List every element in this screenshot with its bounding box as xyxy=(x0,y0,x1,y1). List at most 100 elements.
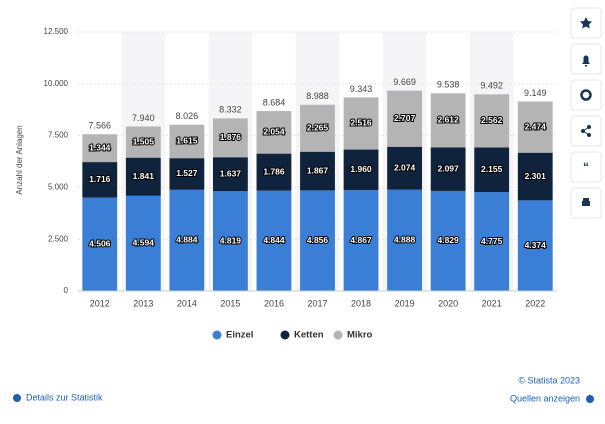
data-label: 2.097 xyxy=(437,163,459,173)
details-link[interactable]: Details zur Statistik xyxy=(26,392,103,402)
x-tick-label: 2020 xyxy=(438,298,458,308)
bar-segment xyxy=(300,151,335,191)
copyright[interactable]: © Statista 2023 xyxy=(518,375,580,385)
data-label: 4.884 xyxy=(176,235,198,245)
data-label: 4.844 xyxy=(263,235,285,245)
data-label: 1.505 xyxy=(133,136,155,146)
data-label: 2.516 xyxy=(350,118,372,128)
sidebar: “ xyxy=(570,7,602,219)
bar-segment xyxy=(169,158,205,190)
bar-segment xyxy=(169,189,205,291)
bar-segment xyxy=(82,162,118,198)
bar-segment xyxy=(474,94,510,148)
settings-button[interactable] xyxy=(570,79,602,111)
y-tick-label: 12.500 xyxy=(44,27,69,36)
x-tick-label: 2013 xyxy=(133,298,153,308)
bar-segment xyxy=(343,97,379,150)
total-label: 7.566 xyxy=(89,121,112,131)
bar-segment xyxy=(256,190,292,291)
data-label: 1.615 xyxy=(176,136,198,146)
bar-segment xyxy=(212,191,248,291)
x-tick-label: 2016 xyxy=(264,298,284,308)
bar-segment xyxy=(517,101,553,153)
data-label: 4.775 xyxy=(481,236,503,246)
bar-segment xyxy=(125,126,161,158)
bar-segment xyxy=(82,134,118,163)
data-label: 1.637 xyxy=(220,168,242,178)
bar-segment xyxy=(256,153,292,191)
data-label: 4.867 xyxy=(350,235,372,245)
x-tick-label: 2018 xyxy=(351,298,371,308)
data-label: 4.594 xyxy=(133,238,155,248)
bar-segment xyxy=(300,190,335,291)
sources-icon xyxy=(586,395,594,403)
data-label: 1.344 xyxy=(89,142,111,152)
bar-segment xyxy=(300,104,335,152)
star-icon xyxy=(580,17,592,29)
x-tick-label: 2014 xyxy=(177,298,197,308)
share-icon xyxy=(581,125,591,137)
data-label: 1.786 xyxy=(263,166,285,176)
share-button[interactable] xyxy=(570,115,602,147)
bar-segment xyxy=(387,90,423,147)
data-label: 2.612 xyxy=(437,115,459,125)
bar-segment xyxy=(212,157,248,192)
data-label: 2.155 xyxy=(481,164,503,174)
print-icon xyxy=(582,198,590,206)
total-label: 9.538 xyxy=(437,80,460,90)
bar-segment xyxy=(125,157,161,196)
bar-segment xyxy=(474,147,510,193)
total-label: 8.332 xyxy=(219,105,242,115)
total-label: 9.149 xyxy=(524,88,547,98)
gear-icon xyxy=(580,89,592,101)
data-label: 4.829 xyxy=(437,235,459,245)
data-label: 4.374 xyxy=(525,240,547,250)
bar-segment xyxy=(430,147,466,191)
cite-icon: “ xyxy=(583,160,589,174)
bar-segment xyxy=(256,111,292,154)
bar-segment xyxy=(212,118,248,158)
data-label: 1.867 xyxy=(307,165,329,175)
bar-segment xyxy=(474,192,510,291)
y-tick-label: 10.000 xyxy=(44,79,69,88)
legend-label: Ketten xyxy=(294,330,324,341)
bar-segment xyxy=(82,197,118,291)
data-label: 2.265 xyxy=(307,122,329,132)
info-icon xyxy=(13,394,21,402)
bar-segment xyxy=(387,189,423,291)
y-tick-label: 0 xyxy=(64,286,69,295)
data-label: 1.876 xyxy=(220,132,242,142)
bar-segment xyxy=(430,190,466,291)
x-tick-label: 2015 xyxy=(220,298,240,308)
bar-segment xyxy=(169,124,205,159)
total-label: 7.940 xyxy=(132,113,155,123)
data-label: 4.888 xyxy=(394,235,416,245)
y-tick-label: 7.500 xyxy=(48,131,69,140)
data-label: 2.562 xyxy=(481,115,503,125)
sources-link[interactable]: Quellen anzeigen xyxy=(510,393,580,403)
total-label: 8.026 xyxy=(176,111,199,121)
total-label: 8.988 xyxy=(306,91,329,101)
x-tick-label: 2021 xyxy=(482,298,502,308)
bar-segment xyxy=(125,195,161,291)
data-label: 4.819 xyxy=(220,235,242,245)
total-label: 9.343 xyxy=(350,84,373,94)
data-label: 2.707 xyxy=(394,113,416,123)
bell-icon xyxy=(582,55,590,67)
legend-label: Einzel xyxy=(226,330,253,341)
bar-segment xyxy=(343,190,379,291)
y-axis-label: Anzahl der Anlagen xyxy=(15,125,24,194)
data-label: 4.506 xyxy=(89,239,111,249)
data-label: 1.960 xyxy=(350,164,372,174)
data-label: 2.474 xyxy=(525,121,547,131)
data-label: 2.054 xyxy=(263,127,285,137)
y-tick-label: 2.500 xyxy=(48,234,69,243)
total-label: 9.669 xyxy=(393,77,416,87)
cite-button[interactable] xyxy=(570,151,602,183)
legend-marker xyxy=(280,330,290,340)
total-label: 8.684 xyxy=(263,97,286,107)
legend-marker xyxy=(333,330,343,340)
x-tick-label: 2017 xyxy=(307,298,327,308)
bar-segment xyxy=(387,146,423,190)
